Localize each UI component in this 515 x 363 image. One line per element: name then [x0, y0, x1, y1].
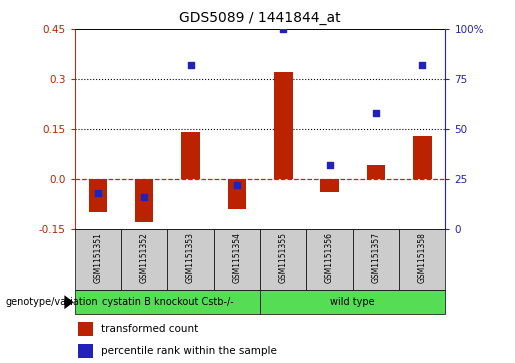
- Text: cystatin B knockout Cstb-/-: cystatin B knockout Cstb-/-: [101, 297, 233, 307]
- Text: percentile rank within the sample: percentile rank within the sample: [100, 346, 277, 356]
- Bar: [353, 229, 399, 290]
- Point: [279, 26, 287, 32]
- Text: GSM1151355: GSM1151355: [279, 232, 288, 283]
- Bar: [367, 166, 385, 179]
- Text: GSM1151353: GSM1151353: [186, 232, 195, 283]
- Bar: [228, 179, 246, 209]
- Bar: [167, 229, 214, 290]
- Bar: [75, 290, 260, 314]
- Text: GSM1151356: GSM1151356: [325, 232, 334, 283]
- Point: [94, 190, 102, 196]
- Point: [325, 162, 334, 168]
- Bar: [413, 135, 432, 179]
- Bar: [260, 229, 306, 290]
- Bar: [121, 229, 167, 290]
- Point: [233, 182, 241, 188]
- Text: wild type: wild type: [331, 297, 375, 307]
- Point: [140, 194, 148, 200]
- Bar: [75, 229, 121, 290]
- Text: transformed count: transformed count: [100, 324, 198, 334]
- Bar: [320, 179, 339, 192]
- Text: GSM1151354: GSM1151354: [232, 232, 242, 283]
- Bar: [274, 72, 293, 179]
- Text: genotype/variation: genotype/variation: [5, 297, 98, 307]
- Point: [418, 62, 426, 68]
- Bar: [214, 229, 260, 290]
- Text: GSM1151351: GSM1151351: [93, 232, 102, 283]
- Bar: [181, 132, 200, 179]
- Bar: [306, 229, 353, 290]
- Title: GDS5089 / 1441844_at: GDS5089 / 1441844_at: [179, 11, 341, 25]
- Text: GSM1151352: GSM1151352: [140, 232, 149, 283]
- Bar: [399, 229, 445, 290]
- Point: [372, 110, 380, 116]
- Bar: [78, 322, 93, 336]
- Point: [186, 62, 195, 68]
- Polygon shape: [64, 295, 74, 309]
- Bar: [135, 179, 153, 222]
- Bar: [78, 344, 93, 358]
- Bar: [89, 179, 107, 212]
- Text: GSM1151357: GSM1151357: [371, 232, 381, 283]
- Bar: [260, 290, 445, 314]
- Text: GSM1151358: GSM1151358: [418, 232, 427, 283]
